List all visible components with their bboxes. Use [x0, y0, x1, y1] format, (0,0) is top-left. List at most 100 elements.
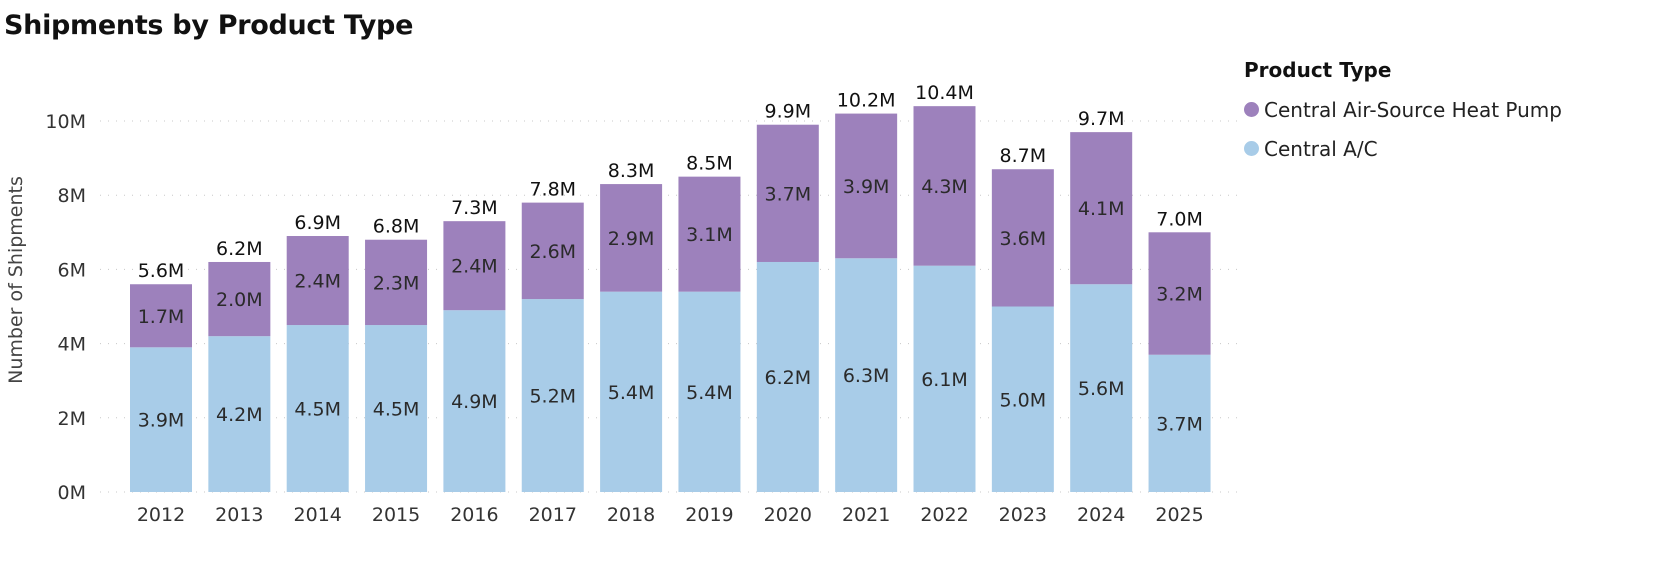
data-label-heat-pump: 1.7M: [138, 306, 185, 328]
bar-segment-central-ac: [756, 261, 819, 492]
data-label-total: 10.2M: [837, 90, 896, 112]
data-label-heat-pump: 2.4M: [451, 256, 498, 278]
bar-segment-central-ac: [1070, 284, 1133, 492]
bar-segment-central-ac: [208, 336, 271, 492]
data-label-total: 6.2M: [216, 238, 263, 260]
x-tick-label: 2020: [764, 504, 812, 526]
bar-segment-central-ac: [443, 310, 506, 492]
data-label-heat-pump: 2.4M: [294, 271, 341, 293]
data-label-central-ac: 5.4M: [686, 382, 733, 404]
data-label-central-ac: 3.7M: [1156, 413, 1203, 435]
data-label-heat-pump: 2.0M: [216, 289, 263, 311]
bar-segment-heat-pump: [991, 169, 1054, 307]
data-label-heat-pump: 4.1M: [1078, 198, 1125, 220]
data-label-total: 7.0M: [1156, 208, 1203, 230]
data-label-total: 9.9M: [764, 101, 811, 123]
data-label-total: 6.8M: [373, 216, 420, 238]
data-label-heat-pump: 3.9M: [843, 176, 890, 198]
y-tick-label: 8M: [58, 185, 86, 207]
x-tick-label: 2025: [1155, 504, 1203, 526]
bar-segment-central-ac: [130, 347, 192, 492]
bar-segment-heat-pump: [835, 113, 898, 259]
bar-segment-heat-pump: [130, 284, 192, 348]
data-label-central-ac: 6.3M: [843, 365, 890, 387]
bar-group: 5.2M 2.6M 7.8M: [521, 179, 584, 492]
data-label-central-ac: 5.6M: [1078, 378, 1125, 400]
data-label-central-ac: 4.2M: [216, 404, 263, 426]
data-label-central-ac: 6.2M: [764, 367, 811, 389]
x-tick-label: 2012: [137, 504, 185, 526]
data-label-central-ac: 4.9M: [451, 391, 498, 413]
bar-group: 5.0M 3.6M 8.7M: [991, 145, 1054, 492]
y-tick-label: 2M: [58, 408, 86, 430]
bar-group: 6.2M 3.7M 9.9M: [756, 101, 819, 492]
x-tick-label: 2013: [215, 504, 263, 526]
data-label-heat-pump: 2.3M: [373, 272, 420, 294]
data-label-heat-pump: 3.6M: [1000, 228, 1047, 250]
bar-segment-heat-pump: [286, 236, 349, 326]
data-label-total: 9.7M: [1078, 108, 1125, 130]
data-label-central-ac: 5.0M: [1000, 389, 1047, 411]
bar-segment-central-ac: [365, 325, 428, 492]
x-tick-label: 2024: [1077, 504, 1125, 526]
y-tick-label: 6M: [58, 259, 86, 281]
bar-segment-heat-pump: [756, 124, 819, 262]
legend-item-central-ac[interactable]: Central A/C: [1244, 129, 1562, 168]
x-axis: 2012 2013 2014 2015 2016 2017 2018 2019 2020 2021…: [137, 504, 1204, 526]
data-label-total: 8.5M: [686, 153, 733, 175]
bar-segment-heat-pump: [365, 239, 428, 326]
data-label-total: 5.6M: [138, 260, 185, 282]
bar-segment-central-ac: [521, 299, 584, 492]
legend-item-heat-pump[interactable]: Central Air-Source Heat Pump: [1244, 90, 1562, 129]
x-tick-label: 2023: [999, 504, 1047, 526]
legend-marker-central-ac: [1244, 141, 1259, 156]
bar-group: 6.3M 3.9M 10.2M: [835, 90, 898, 492]
legend-label-heat-pump: Central Air-Source Heat Pump: [1264, 97, 1562, 122]
bar-group: 4.5M 2.4M 6.9M: [286, 212, 349, 492]
x-tick-label: 2022: [920, 504, 968, 526]
legend-label-central-ac: Central A/C: [1264, 136, 1378, 161]
data-label-central-ac: 4.5M: [373, 399, 420, 421]
bar-segment-heat-pump: [600, 184, 663, 292]
bar-group: 5.4M 3.1M 8.5M: [678, 153, 741, 492]
data-label-central-ac: 4.5M: [294, 399, 341, 421]
y-tick-label: 10M: [45, 111, 86, 133]
y-axis: 0M 2M 4M 6M 8M 10M: [45, 111, 86, 504]
data-label-total: 10.4M: [915, 82, 974, 104]
data-label-heat-pump: 4.3M: [921, 176, 968, 198]
bar-group: 3.9M 1.7M 5.6M: [130, 260, 192, 492]
y-tick-label: 4M: [58, 334, 86, 356]
x-tick-label: 2017: [529, 504, 577, 526]
bar-segment-heat-pump: [1070, 132, 1133, 285]
data-label-heat-pump: 2.6M: [529, 241, 576, 263]
data-label-heat-pump: 2.9M: [608, 228, 655, 250]
x-tick-label: 2015: [372, 504, 420, 526]
bar-group: 5.6M 4.1M 9.7M: [1070, 108, 1133, 492]
bar-segment-heat-pump: [208, 261, 271, 337]
chart-title: Shipments by Product Type: [4, 10, 414, 41]
bar-segment-heat-pump: [443, 221, 506, 311]
data-label-heat-pump: 3.2M: [1156, 284, 1203, 306]
bar-segment-central-ac: [991, 306, 1054, 492]
bar-group: 4.9M 2.4M 7.3M: [443, 197, 506, 492]
bar-segment-central-ac: [286, 325, 349, 492]
bar-segment-central-ac: [1148, 354, 1211, 492]
legend: Product Type Central Air-Source Heat Pum…: [1244, 58, 1562, 168]
x-tick-label: 2021: [842, 504, 890, 526]
data-label-total: 7.3M: [451, 197, 498, 219]
y-axis-label: Number of Shipments: [5, 176, 27, 384]
bar-group: 6.1M 4.3M 10.4M: [913, 82, 976, 492]
bar-segment-central-ac: [913, 265, 976, 492]
bar-group: 5.4M 2.9M 8.3M: [600, 160, 663, 492]
x-tick-label: 2014: [294, 504, 342, 526]
x-tick-label: 2019: [685, 504, 733, 526]
data-label-total: 8.7M: [1000, 145, 1047, 167]
bar-group: 4.2M 2.0M 6.2M: [208, 238, 271, 492]
data-label-total: 7.8M: [529, 179, 576, 201]
data-label-central-ac: 3.9M: [138, 410, 185, 432]
bar-group: 4.5M 2.3M 6.8M: [365, 216, 428, 492]
bars: 3.9M1.7M5.6M4.2M2.0M6.2M4.5M2.4M6.9M4.5M…: [130, 82, 1211, 492]
bar-segment-heat-pump: [521, 202, 584, 300]
legend-title: Product Type: [1244, 58, 1392, 82]
